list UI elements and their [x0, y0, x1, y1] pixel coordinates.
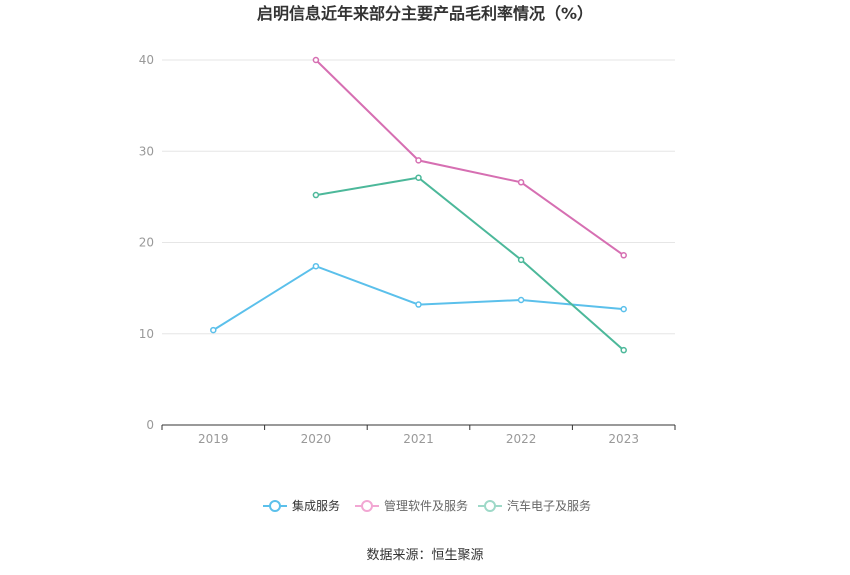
- legend-marker-icon: [361, 500, 373, 512]
- legend-item-2: 管理软件及服务: [355, 498, 468, 513]
- data-point: [312, 191, 320, 199]
- x-tick-label: 2019: [198, 432, 229, 446]
- x-tick-label: 2021: [403, 432, 434, 446]
- legend-label: 管理软件及服务: [384, 498, 468, 513]
- y-tick-label: 30: [139, 144, 154, 158]
- x-axis: 2019 2020 2021 2022 2023: [161, 424, 676, 446]
- series-group: [210, 56, 627, 354]
- series-line-3: [315, 176, 625, 351]
- grid-lines: [162, 59, 675, 335]
- data-point: [210, 326, 217, 334]
- series-1: [210, 262, 627, 334]
- legend-marker-icon: [269, 500, 281, 512]
- x-tick-label: 2022: [506, 432, 537, 446]
- legend-marker-icon: [484, 500, 496, 512]
- data-point: [517, 256, 525, 264]
- series-3: [312, 174, 627, 354]
- data-point: [415, 174, 422, 181]
- data-point: [620, 346, 627, 354]
- chart-title: 启明信息近年来部分主要产品毛利率情况（%）: [257, 4, 593, 23]
- data-point: [517, 296, 525, 304]
- data-point: [415, 301, 422, 308]
- data-point: [312, 56, 320, 64]
- y-tick-label: 0: [146, 418, 154, 432]
- y-tick-label: 20: [139, 236, 154, 250]
- series-line-1: [212, 265, 624, 331]
- data-point: [415, 157, 422, 164]
- data-point: [620, 305, 627, 313]
- y-axis: 0 10 20 30 40: [139, 53, 154, 432]
- y-tick-label: 10: [139, 327, 154, 341]
- x-tick-label: 2023: [608, 432, 639, 446]
- legend-item-3: 汽车电子及服务: [478, 498, 591, 513]
- legend: 集成服务 管理软件及服务 汽车电子及服务: [263, 498, 591, 513]
- x-tick-label: 2020: [301, 432, 332, 446]
- legend-label: 集成服务: [292, 498, 340, 513]
- series-2: [312, 56, 627, 259]
- legend-item-1: 集成服务: [263, 498, 340, 513]
- source-note: 数据来源：恒生聚源: [366, 548, 483, 563]
- data-point: [517, 179, 525, 186]
- data-point: [620, 252, 627, 259]
- legend-label: 汽车电子及服务: [507, 498, 591, 513]
- series-line-2: [315, 59, 625, 257]
- y-tick-label: 40: [139, 53, 154, 67]
- data-point: [312, 262, 320, 270]
